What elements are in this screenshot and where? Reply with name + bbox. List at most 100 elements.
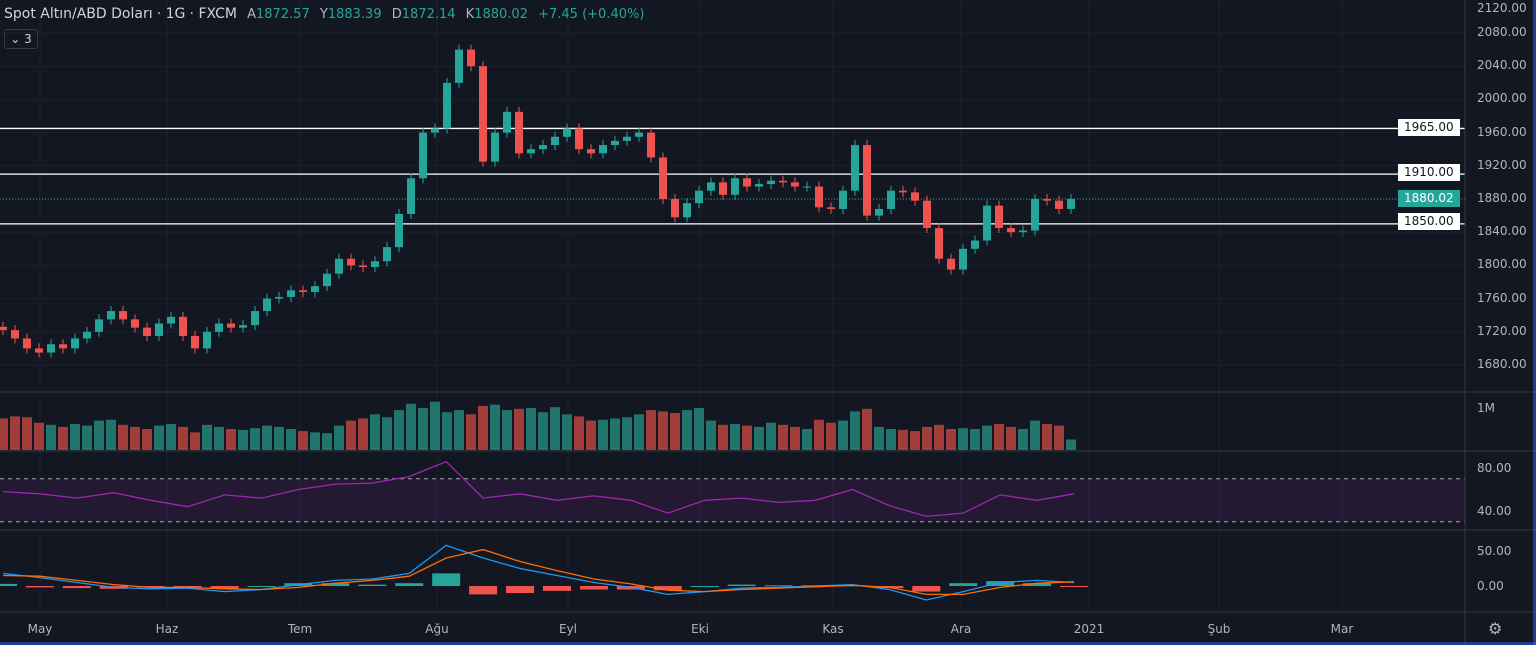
candle-body xyxy=(119,311,127,320)
time-tick: Eki xyxy=(691,622,709,636)
macd-histogram-bar xyxy=(653,586,682,591)
volume-bar xyxy=(310,432,320,450)
close-label: K xyxy=(465,7,475,22)
time-tick: Ağu xyxy=(425,622,449,636)
volume-bar xyxy=(766,422,776,450)
candle-body xyxy=(347,258,355,266)
candle-body xyxy=(1031,199,1039,231)
price-tick: 1960.00 xyxy=(1477,124,1527,139)
volume-bar xyxy=(562,414,572,450)
volume-bar xyxy=(622,417,632,450)
candles xyxy=(0,44,1075,358)
indicators-collapse-button[interactable]: ⌄ 3 xyxy=(4,29,38,49)
candle-body xyxy=(527,149,535,154)
level-label-1910[interactable]: 1910.00 xyxy=(1398,164,1460,181)
candle-body xyxy=(311,286,319,292)
macd-histogram-bar xyxy=(395,583,424,586)
candle-body xyxy=(683,203,691,218)
candle-body xyxy=(35,348,43,353)
volume-bar xyxy=(34,422,44,450)
candle-body xyxy=(491,132,499,162)
time-tick: Kas xyxy=(822,622,844,636)
candle-body xyxy=(851,145,859,191)
settings-gear-icon[interactable]: ⚙ xyxy=(1488,619,1503,638)
candle-body xyxy=(539,145,547,150)
macd-histogram-bar xyxy=(358,584,387,586)
volume-bar xyxy=(754,426,764,450)
candle-body xyxy=(635,132,643,137)
time-tick: 2021 xyxy=(1073,622,1105,636)
candle-body xyxy=(227,323,235,328)
volume-bar xyxy=(922,426,932,450)
volume-bar xyxy=(598,419,608,450)
volume-bar xyxy=(790,426,800,450)
candle-body xyxy=(503,111,511,133)
close-value: 1880.02 xyxy=(474,7,528,22)
horizontal-levels[interactable] xyxy=(0,127,1465,225)
volume-bar xyxy=(706,420,716,450)
candle-body xyxy=(263,298,271,312)
volume-bar xyxy=(910,431,920,450)
price-tick: 1760.00 xyxy=(1477,290,1527,305)
level-label-1850[interactable]: 1850.00 xyxy=(1398,213,1460,230)
rsi-axis-40: 40.00 xyxy=(1477,504,1512,518)
symbol-legend: Spot Altın/ABD Doları · 1G · FXCM A1872.… xyxy=(4,6,645,22)
volume-bar xyxy=(934,424,944,450)
macd-histogram-bar xyxy=(690,586,719,587)
volume-bars xyxy=(0,401,1076,450)
candle-body xyxy=(215,323,223,332)
candle-body xyxy=(731,178,739,195)
interval[interactable]: 1G xyxy=(165,6,186,22)
candle-body xyxy=(671,199,679,218)
candle-body xyxy=(467,49,475,67)
low-value: 1872.14 xyxy=(401,7,456,22)
candle-body xyxy=(23,338,31,349)
volume-bar xyxy=(994,423,1004,450)
macd-histogram-bar xyxy=(949,583,978,586)
candle-body xyxy=(959,248,967,270)
symbol-name[interactable]: Spot Altın/ABD Doları xyxy=(4,6,153,22)
candle-body xyxy=(1043,199,1051,201)
candle-body xyxy=(83,331,91,339)
macd-axis-50: 50.00 xyxy=(1477,544,1512,558)
candle-body xyxy=(707,182,715,191)
time-tick: Eyl xyxy=(558,622,578,636)
macd-histogram-bar xyxy=(542,586,571,591)
volume-bar xyxy=(442,412,452,450)
volume-bar xyxy=(202,424,212,450)
volume-bar xyxy=(586,420,596,450)
price-tick: 2000.00 xyxy=(1477,91,1527,106)
time-tick: Haz xyxy=(155,622,179,636)
macd-histogram-bar xyxy=(506,586,535,593)
volume-bar xyxy=(370,414,380,450)
volume-bar xyxy=(214,426,224,450)
candle-body xyxy=(287,290,295,297)
volume-bar xyxy=(958,428,968,450)
volume-bar xyxy=(418,408,428,450)
volume-bar xyxy=(82,425,92,450)
volume-bar xyxy=(634,414,644,450)
price-tick: 2080.00 xyxy=(1477,25,1527,39)
candle-body xyxy=(755,184,763,187)
low-label: D xyxy=(391,7,402,22)
volume-bar xyxy=(382,417,392,450)
volume-bar xyxy=(778,424,788,450)
volume-bar xyxy=(454,410,464,450)
price-tick: 1920.00 xyxy=(1477,157,1527,172)
volume-bar xyxy=(154,425,164,450)
volume-axis-label: 1M xyxy=(1477,401,1495,415)
volume-bar xyxy=(838,420,848,450)
time-tick: Ara xyxy=(950,622,972,636)
volume-bar xyxy=(70,423,80,450)
volume-bar xyxy=(478,405,488,450)
candle-body xyxy=(383,247,391,262)
volume-bar xyxy=(550,407,560,450)
macd-histogram-bar xyxy=(1060,586,1088,587)
candle-body xyxy=(299,290,307,292)
volume-bar xyxy=(694,408,704,450)
current-price-label: 1880.02 xyxy=(1398,190,1460,207)
volume-bar xyxy=(862,408,872,450)
level-label-1965[interactable]: 1965.00 xyxy=(1398,119,1460,136)
